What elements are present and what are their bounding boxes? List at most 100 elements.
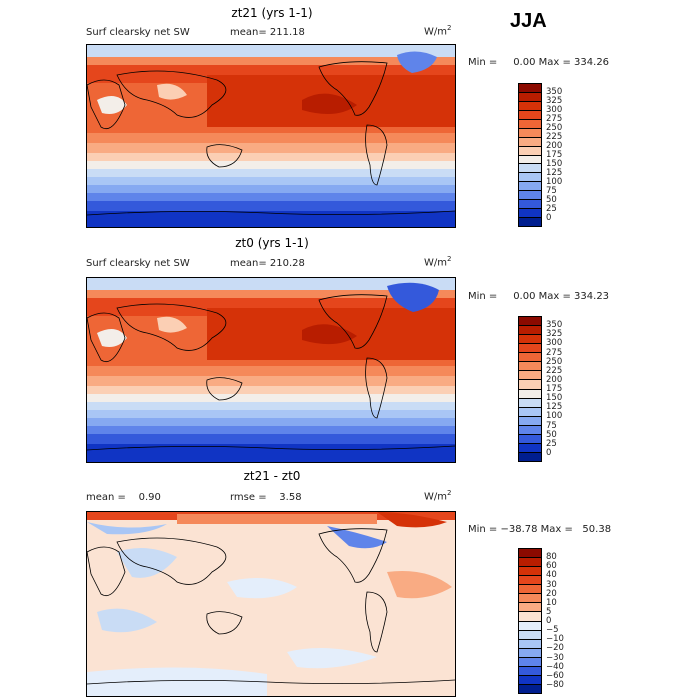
panel-2-title: zt0 (yrs 1-1) (235, 236, 309, 250)
panel-3-title: zt21 - zt0 (243, 469, 301, 483)
colorbar-swatch (519, 155, 541, 165)
colorbar-tick-label: −60 (546, 670, 564, 681)
colorbar-swatch (519, 585, 541, 595)
colorbar-swatch (519, 380, 541, 390)
colorbar-swatch (519, 119, 541, 129)
colorbar-tick-label: 100 (546, 177, 563, 187)
colorbar-swatch (519, 218, 541, 226)
colorbar-tick-label: 175 (546, 150, 563, 160)
colorbar-tick-label: 225 (546, 365, 563, 376)
colorbar-swatch (519, 84, 541, 93)
panel-3-rmse-label: rmse = 3.58 (230, 492, 302, 503)
colorbar-swatch (519, 200, 541, 210)
colorbar-swatch (519, 648, 541, 658)
colorbar-swatch (519, 675, 541, 685)
colorbar-tick-label: −5 (546, 625, 559, 636)
colorbar-tick-label: 325 (546, 329, 563, 340)
colorbar-tick-label: 20 (546, 588, 557, 599)
colorbar-swatch (519, 612, 541, 622)
colorbar-tick-label: −20 (546, 643, 564, 654)
colorbar-swatch (519, 558, 541, 568)
colorbar-swatch (519, 209, 541, 219)
panel-3-units: W/m2 (424, 489, 452, 503)
colorbar-swatch (519, 452, 541, 461)
colorbar-swatch (519, 146, 541, 156)
colorbar-tick-label: 100 (546, 411, 563, 422)
colorbar-tick-label: 250 (546, 356, 563, 367)
colorbar-tick-label: 300 (546, 338, 563, 349)
colorbar-swatch (519, 407, 541, 417)
colorbar-tick-label: 25 (546, 438, 557, 449)
colorbar-tick-label: −40 (546, 661, 564, 672)
panel-2-units: W/m2 (424, 255, 452, 269)
colorbar-tick-label: 250 (546, 123, 563, 133)
panel-1-colorbar-ticks: 350 325 300 275 250 225 200 175 150 125 100 75 50 25 0 (546, 83, 586, 225)
colorbar-swatch (519, 92, 541, 102)
panel-2-variable-label: Surf clearsky net SW (86, 258, 190, 269)
colorbar-tick-label: 275 (546, 114, 563, 124)
colorbar-tick-label: 350 (546, 87, 563, 97)
colorbar-swatch (519, 666, 541, 676)
colorbar-tick-label: 80 (546, 552, 557, 563)
colorbar-tick-label: −80 (546, 679, 564, 690)
colorbar-swatch (519, 630, 541, 640)
colorbar-swatch (519, 335, 541, 345)
colorbar-tick-label: 5 (546, 606, 552, 617)
colorbar-tick-label: −10 (546, 634, 564, 645)
colorbar-swatch (519, 371, 541, 381)
colorbar-swatch (519, 443, 541, 453)
colorbar-swatch (519, 110, 541, 120)
panel-2-colorbar-ticks: 350 325 300 275 250 225 200 175 150 125 100 75 50 25 0 (546, 316, 586, 460)
panel-1-mean-label: mean= 211.18 (230, 27, 305, 38)
colorbar-tick-label: 150 (546, 159, 563, 169)
colorbar-tick-label: 200 (546, 141, 563, 151)
colorbar-swatch (519, 191, 541, 201)
colorbar-tick-label: 125 (546, 168, 563, 178)
colorbar-tick-label: 350 (546, 320, 563, 331)
colorbar-tick-label: 300 (546, 105, 563, 115)
colorbar-swatch (519, 326, 541, 336)
colorbar-swatch (519, 657, 541, 667)
colorbar-swatch (519, 344, 541, 354)
colorbar-swatch (519, 137, 541, 147)
colorbar-swatch (519, 398, 541, 408)
colorbar-tick-label: 0 (546, 213, 552, 223)
colorbar-swatch (519, 603, 541, 613)
colorbar-swatch (519, 594, 541, 604)
panel-3-colorbar-ticks: 80 60 40 30 20 10 5 0 −5 −10 −20 −30 −40 −60 −80 (546, 548, 586, 692)
panel-3-mean-label: mean = 0.90 (86, 492, 161, 503)
colorbar-tick-label: 25 (546, 204, 557, 214)
colorbar-swatch (519, 567, 541, 577)
panel-3-minmax: Min = −38.78 Max = 50.38 (468, 524, 612, 535)
colorbar-tick-label: 125 (546, 402, 563, 413)
colorbar-swatch (519, 317, 541, 327)
colorbar-tick-label: −30 (546, 652, 564, 663)
colorbar-swatch (519, 164, 541, 174)
colorbar-tick-label: 10 (546, 597, 557, 608)
colorbar-swatch (519, 684, 541, 693)
panel-2-mean-label: mean= 210.28 (230, 258, 305, 269)
colorbar-swatch (519, 576, 541, 586)
colorbar-swatch (519, 425, 541, 435)
colorbar-swatch (519, 128, 541, 138)
colorbar-swatch (519, 353, 541, 363)
colorbar-tick-label: 325 (546, 96, 563, 106)
colorbar-swatch (519, 416, 541, 426)
colorbar-swatch (519, 621, 541, 631)
colorbar-swatch (519, 101, 541, 111)
panel-3-map (86, 511, 456, 697)
panel-1-units: W/m2 (424, 24, 452, 38)
panel-3-colorbar (518, 548, 542, 694)
colorbar-swatch (519, 182, 541, 192)
panel-2-colorbar (518, 316, 542, 462)
panel-2-minmax: Min = 0.00 Max = 334.23 (468, 291, 610, 302)
colorbar-tick-label: 175 (546, 384, 563, 394)
season-label: JJA (510, 10, 547, 32)
colorbar-tick-label: 50 (546, 195, 557, 205)
panel-2-map (86, 277, 456, 463)
colorbar-tick-label: 225 (546, 132, 563, 142)
colorbar-swatch (519, 173, 541, 183)
colorbar-swatch (519, 549, 541, 559)
panel-1-minmax: Min = 0.00 Max = 334.26 (468, 57, 610, 68)
colorbar-tick-label: 275 (546, 347, 563, 358)
